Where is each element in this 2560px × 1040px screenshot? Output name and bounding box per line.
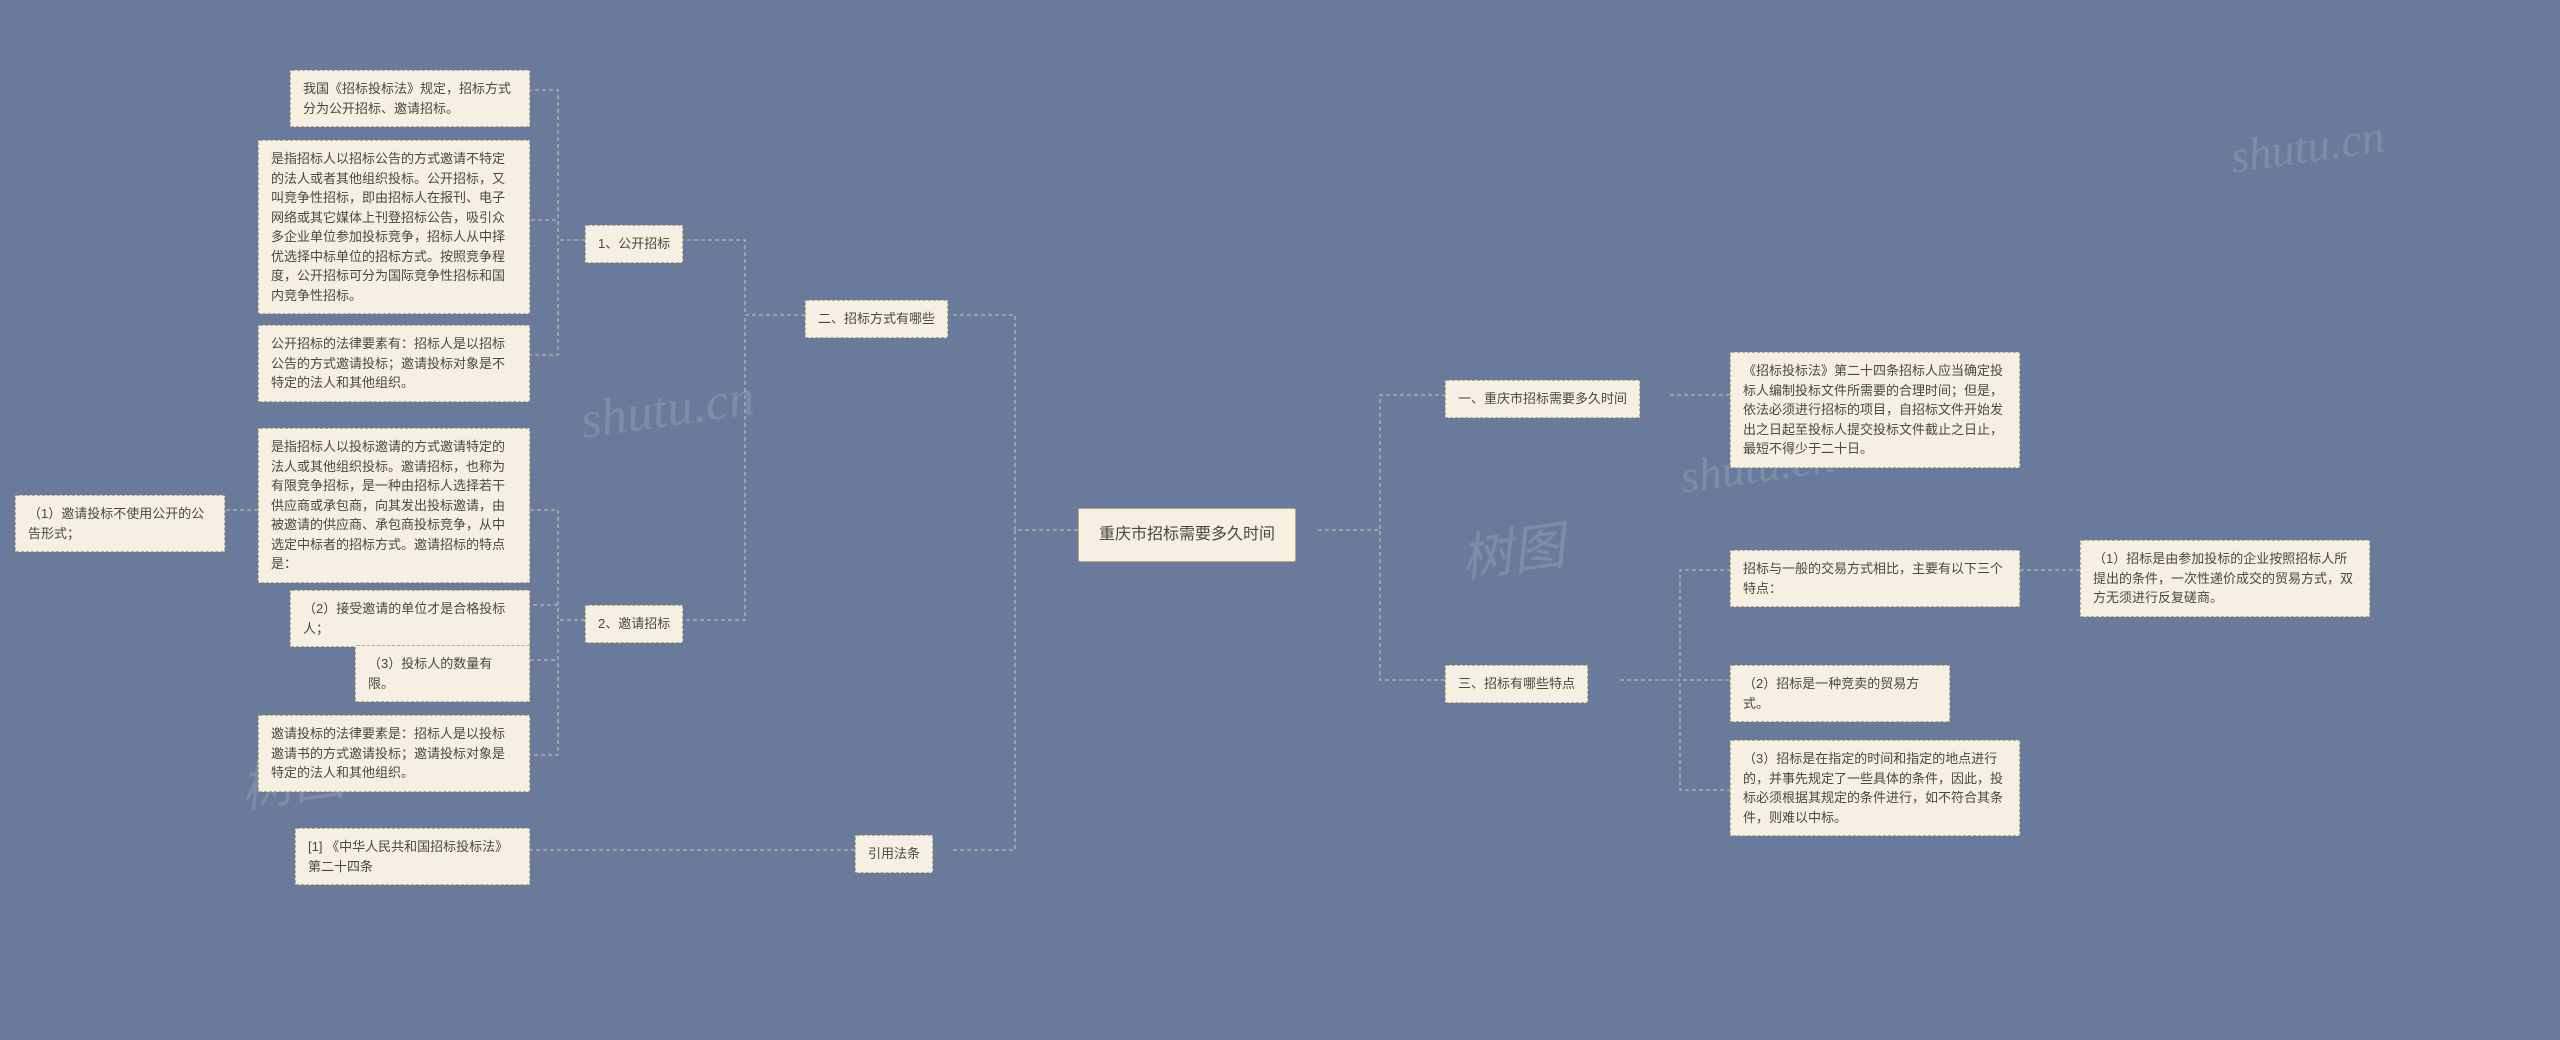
leaf-b3-1: （2）招标是一种竞卖的贸易方式。 bbox=[1730, 665, 1950, 722]
leaf-b1: 《招标投标法》第二十四条招标人应当确定投标人编制投标文件所需要的合理时间；但是，… bbox=[1730, 352, 2020, 468]
watermark: 树图 bbox=[1455, 503, 1568, 592]
branch-b3: 三、招标有哪些特点 bbox=[1445, 665, 1588, 703]
watermark: shutu.cn bbox=[2227, 109, 2387, 183]
leaf-c2-0: 是指招标人以投标邀请的方式邀请特定的法人或其他组织投标。邀请招标，也称为有限竞争… bbox=[258, 428, 530, 583]
watermark: shutu.cn bbox=[577, 368, 758, 451]
node-c1: 1、公开招标 bbox=[585, 225, 683, 263]
leaf-b3-2: （3）招标是在指定的时间和指定的地点进行的，并事先规定了一些具体的条件，因此，投… bbox=[1730, 740, 2020, 836]
leaf-c1-2: 公开招标的法律要素有：招标人是以招标公告的方式邀请投标；邀请投标对象是不特定的法… bbox=[258, 325, 530, 402]
leaf-c1-0: 我国《招标投标法》规定，招标方式分为公开招标、邀请招标。 bbox=[290, 70, 530, 127]
branch-b1: 一、重庆市招标需要多久时间 bbox=[1445, 380, 1640, 418]
branch-b2: 二、招标方式有哪些 bbox=[805, 300, 948, 338]
leaf-c2-1: （2）接受邀请的单位才是合格投标人； bbox=[290, 590, 530, 647]
leaf-ref: [1] 《中华人民共和国招标投标法》 第二十四条 bbox=[295, 828, 530, 885]
leaf-c2-3: 邀请投标的法律要素是：招标人是以投标邀请书的方式邀请投标；邀请投标对象是特定的法… bbox=[258, 715, 530, 792]
leaf-b3-extra: （1）招标是由参加投标的企业按照招标人所提出的条件，一次性递价成交的贸易方式，双… bbox=[2080, 540, 2370, 617]
leaf-c1-1: 是指招标人以招标公告的方式邀请不特定的法人或者其他组织投标。公开招标，又叫竞争性… bbox=[258, 140, 530, 314]
leaf-c2-extra: （1）邀请投标不使用公开的公告形式； bbox=[15, 495, 225, 552]
leaf-c2-2: （3）投标人的数量有限。 bbox=[355, 645, 530, 702]
node-c2: 2、邀请招标 bbox=[585, 605, 683, 643]
branch-ref: 引用法条 bbox=[855, 835, 933, 873]
leaf-b3-0: 招标与一般的交易方式相比，主要有以下三个特点： bbox=[1730, 550, 2020, 607]
root-node: 重庆市招标需要多久时间 bbox=[1078, 508, 1296, 562]
